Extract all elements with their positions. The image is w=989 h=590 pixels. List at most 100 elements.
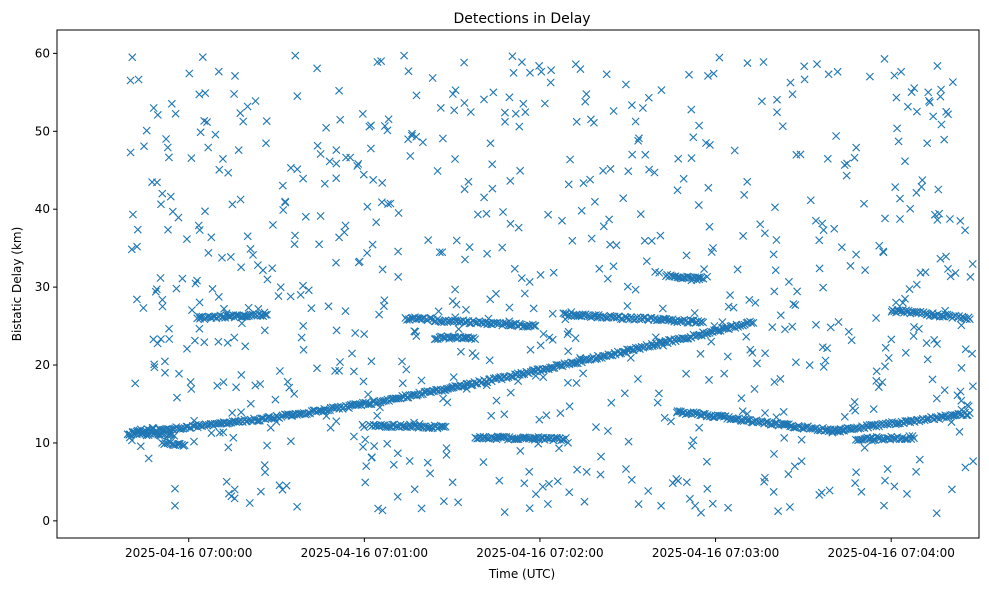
detection-marker <box>126 148 135 157</box>
detection-marker <box>566 155 575 164</box>
detection-marker <box>231 71 239 80</box>
detection-marker <box>586 175 595 184</box>
detection-marker <box>383 423 392 431</box>
detection-marker <box>231 417 240 426</box>
detection-marker <box>929 311 938 320</box>
x-tick-label: 2025-04-16 07:01:00 <box>301 546 428 560</box>
detection-marker <box>605 215 614 224</box>
detection-marker <box>391 422 400 431</box>
detection-marker <box>565 488 574 497</box>
detection-marker <box>500 108 509 117</box>
detection-marker <box>861 266 870 275</box>
detection-marker <box>536 270 545 279</box>
detection-marker <box>755 418 764 427</box>
detection-marker <box>640 236 649 245</box>
chart-title: Detections in Delay <box>453 11 590 27</box>
detection-marker <box>925 96 933 105</box>
detection-marker <box>936 92 945 101</box>
detection-marker <box>790 462 799 471</box>
detection-marker <box>482 381 491 390</box>
detection-marker <box>237 319 246 328</box>
detection-marker <box>228 408 237 417</box>
y-tick-label: 30 <box>35 280 50 294</box>
detection-marker <box>748 348 757 357</box>
detection-marker <box>224 489 233 498</box>
detection-marker <box>627 101 636 110</box>
detection-marker <box>335 86 344 95</box>
detection-marker <box>622 465 630 473</box>
plot-frame <box>56 29 980 539</box>
detection-marker <box>642 257 651 266</box>
detection-marker <box>161 368 169 377</box>
detection-marker <box>928 309 937 318</box>
detection-marker <box>316 150 325 158</box>
detection-marker <box>702 139 710 147</box>
detection-marker <box>430 335 439 344</box>
detection-marker <box>576 353 585 362</box>
detection-marker <box>564 327 573 336</box>
detection-marker <box>880 54 889 63</box>
detection-marker <box>479 458 488 467</box>
detection-marker <box>623 302 632 310</box>
detection-marker <box>933 61 942 70</box>
detection-marker <box>944 110 952 119</box>
detection-marker <box>519 99 528 108</box>
detection-marker <box>923 355 932 364</box>
detection-marker <box>134 75 143 84</box>
detection-marker <box>450 106 459 115</box>
detection-marker <box>571 334 580 343</box>
detection-marker <box>190 437 198 446</box>
detection-marker <box>580 497 589 506</box>
detection-marker <box>656 231 665 240</box>
detection-marker <box>529 304 538 313</box>
detection-marker <box>442 450 451 459</box>
detection-marker <box>353 161 362 170</box>
detection-marker <box>410 418 419 427</box>
detection-marker <box>167 99 176 108</box>
detection-marker <box>813 426 822 435</box>
detection-marker <box>761 349 770 358</box>
detection-marker <box>243 232 252 241</box>
detection-marker <box>362 462 371 471</box>
detection-marker <box>373 411 382 420</box>
detection-marker <box>313 64 322 73</box>
detection-marker <box>555 444 563 453</box>
detection-marker <box>166 192 175 201</box>
detection-marker <box>890 71 899 80</box>
detection-marker <box>500 410 509 419</box>
detection-marker <box>539 373 548 382</box>
detection-marker <box>847 336 856 345</box>
detection-marker <box>563 378 572 387</box>
detection-marker <box>251 381 260 390</box>
detection-marker <box>694 201 703 210</box>
detection-marker <box>603 427 612 435</box>
detection-marker <box>195 312 203 321</box>
detection-marker <box>703 272 712 281</box>
detection-marker <box>448 382 457 391</box>
detection-marker <box>743 409 752 418</box>
detection-marker <box>237 408 246 417</box>
detection-marker <box>687 154 696 163</box>
detection-marker <box>299 281 307 290</box>
detection-marker <box>891 183 900 192</box>
detection-marker <box>747 319 756 327</box>
detection-marker <box>410 327 419 336</box>
detection-marker <box>241 342 250 351</box>
x-tick-label: 2025-04-16 07:04:00 <box>827 546 954 560</box>
detection-marker <box>448 90 457 98</box>
detection-marker <box>702 457 711 466</box>
detection-marker <box>344 404 353 412</box>
detection-marker <box>493 432 502 441</box>
detection-marker <box>531 371 540 380</box>
detection-marker <box>705 140 714 149</box>
detection-marker <box>819 283 828 292</box>
detection-marker <box>704 183 713 192</box>
detection-marker <box>505 303 514 312</box>
detection-marker <box>378 506 387 515</box>
detection-marker <box>644 487 653 495</box>
detection-marker <box>903 489 911 498</box>
detection-marker <box>966 272 975 281</box>
detection-marker <box>892 298 900 307</box>
detection-marker <box>332 258 340 267</box>
detection-marker <box>236 195 245 204</box>
